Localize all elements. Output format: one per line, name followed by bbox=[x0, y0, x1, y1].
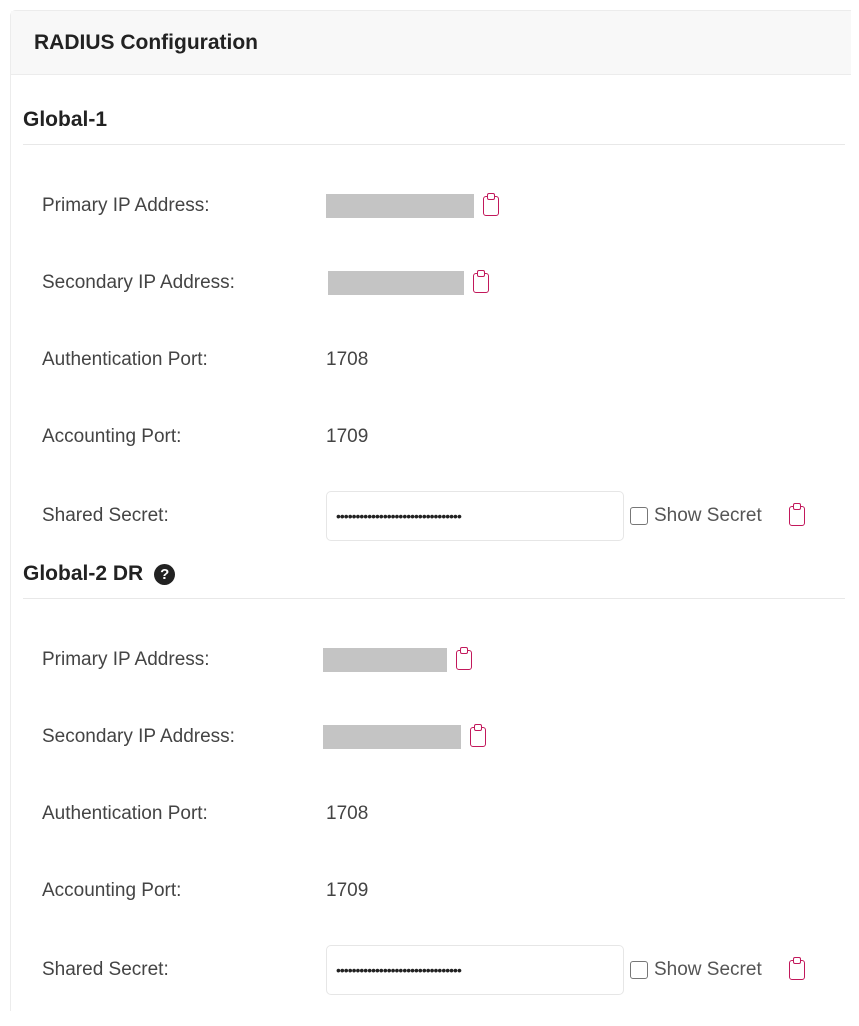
redacted-primary-ip bbox=[326, 194, 474, 218]
field-label: Accounting Port: bbox=[42, 426, 182, 447]
field-row: Primary IP Address: bbox=[42, 645, 472, 675]
acct-port-value: 1709 bbox=[326, 426, 369, 447]
field-row: Authentication Port: 1708 bbox=[42, 345, 368, 375]
field-row: Secondary IP Address: bbox=[42, 268, 489, 298]
field-label: Shared Secret: bbox=[42, 959, 169, 980]
copy-clipboard-icon[interactable] bbox=[456, 647, 472, 670]
field-row: Shared Secret: ••••••••••••••••••••••••••… bbox=[42, 945, 805, 995]
field-row: Authentication Port: 1708 bbox=[42, 799, 368, 829]
shared-secret-input[interactable]: •••••••••••••••••••••••••••••••• bbox=[326, 945, 624, 995]
show-secret-checkbox[interactable] bbox=[630, 961, 648, 979]
auth-port-value: 1708 bbox=[326, 803, 369, 824]
copy-clipboard-icon[interactable] bbox=[788, 503, 805, 526]
show-secret-label[interactable]: Show Secret bbox=[654, 505, 762, 526]
copy-clipboard-icon[interactable] bbox=[470, 724, 486, 747]
field-label: Authentication Port: bbox=[42, 349, 208, 370]
field-label: Secondary IP Address: bbox=[42, 272, 235, 293]
section-title-text: Global-1 bbox=[23, 108, 108, 131]
redacted-secondary-ip bbox=[328, 271, 464, 295]
redacted-secondary-ip bbox=[323, 725, 461, 749]
field-row: Primary IP Address: bbox=[42, 191, 499, 221]
copy-clipboard-icon[interactable] bbox=[473, 270, 489, 293]
section-title: Global-1 bbox=[23, 108, 845, 145]
radius-config-card: RADIUS Configuration bbox=[10, 10, 851, 1011]
show-secret-label[interactable]: Show Secret bbox=[654, 959, 762, 980]
show-secret-checkbox[interactable] bbox=[630, 507, 648, 525]
section-title: Global-2 DR? bbox=[23, 562, 845, 599]
section-title-text: Global-2 DR bbox=[23, 562, 144, 585]
field-label: Shared Secret: bbox=[42, 505, 169, 526]
copy-clipboard-icon[interactable] bbox=[788, 957, 805, 980]
field-row: Shared Secret: ••••••••••••••••••••••••••… bbox=[42, 491, 805, 541]
acct-port-value: 1709 bbox=[326, 880, 369, 901]
redacted-primary-ip bbox=[323, 648, 447, 672]
field-row: Secondary IP Address: bbox=[42, 722, 486, 752]
help-icon[interactable]: ? bbox=[154, 563, 176, 585]
field-label: Authentication Port: bbox=[42, 803, 208, 824]
card-title: RADIUS Configuration bbox=[11, 11, 851, 75]
copy-clipboard-icon[interactable] bbox=[483, 193, 499, 216]
field-label: Primary IP Address: bbox=[42, 195, 210, 216]
shared-secret-input[interactable]: •••••••••••••••••••••••••••••••• bbox=[326, 491, 624, 541]
field-row: Accounting Port: 1709 bbox=[42, 876, 368, 906]
field-label: Primary IP Address: bbox=[42, 649, 210, 670]
field-row: Accounting Port: 1709 bbox=[42, 422, 368, 452]
field-label: Secondary IP Address: bbox=[42, 726, 235, 747]
auth-port-value: 1708 bbox=[326, 349, 369, 370]
field-label: Accounting Port: bbox=[42, 880, 182, 901]
